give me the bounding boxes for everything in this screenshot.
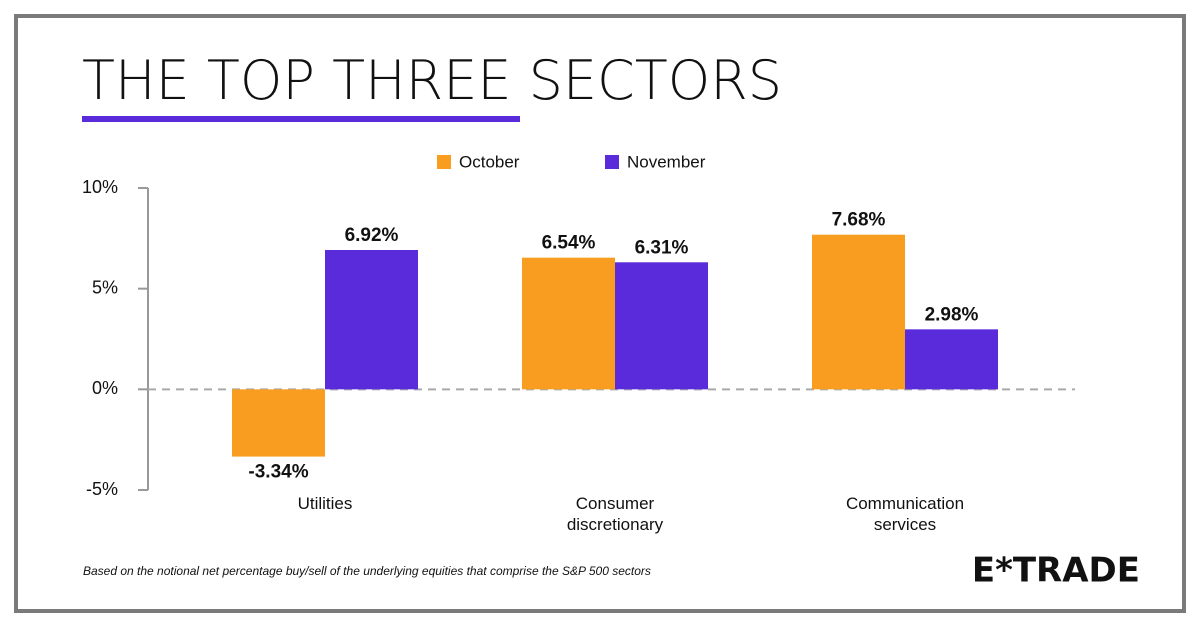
bar [522,257,615,390]
value-label: -3.34% [248,462,308,483]
bar [905,329,998,390]
x-tick-label: Utilities [297,494,353,513]
y-tick-label: -5% [86,479,118,499]
logo: E*TRADE [972,551,1140,591]
bar [812,234,905,390]
bar [232,389,325,457]
legend-label: October [459,152,520,171]
value-label: 6.31% [635,237,689,258]
y-tick-label: 0% [92,378,118,398]
value-label: 2.98% [925,304,979,325]
frame [14,14,1186,613]
title-underline [82,116,520,122]
y-tick-label: 5% [92,277,118,297]
value-label: 7.68% [832,210,886,231]
x-tick-label: Consumer discretionary [566,494,664,534]
footnote: Based on the notional net percentage buy… [83,564,651,578]
y-tick-label: 10% [82,177,118,197]
bar [615,262,708,390]
legend-swatch [605,155,619,169]
legend-label: November [627,152,706,171]
value-label: 6.54% [542,233,596,254]
legend-swatch [437,155,451,169]
value-label: 6.92% [345,225,399,246]
chart-title: THE TOP THREE SECTORS [82,49,782,112]
x-tick-label: Communication services [845,494,965,534]
bar [325,250,418,390]
